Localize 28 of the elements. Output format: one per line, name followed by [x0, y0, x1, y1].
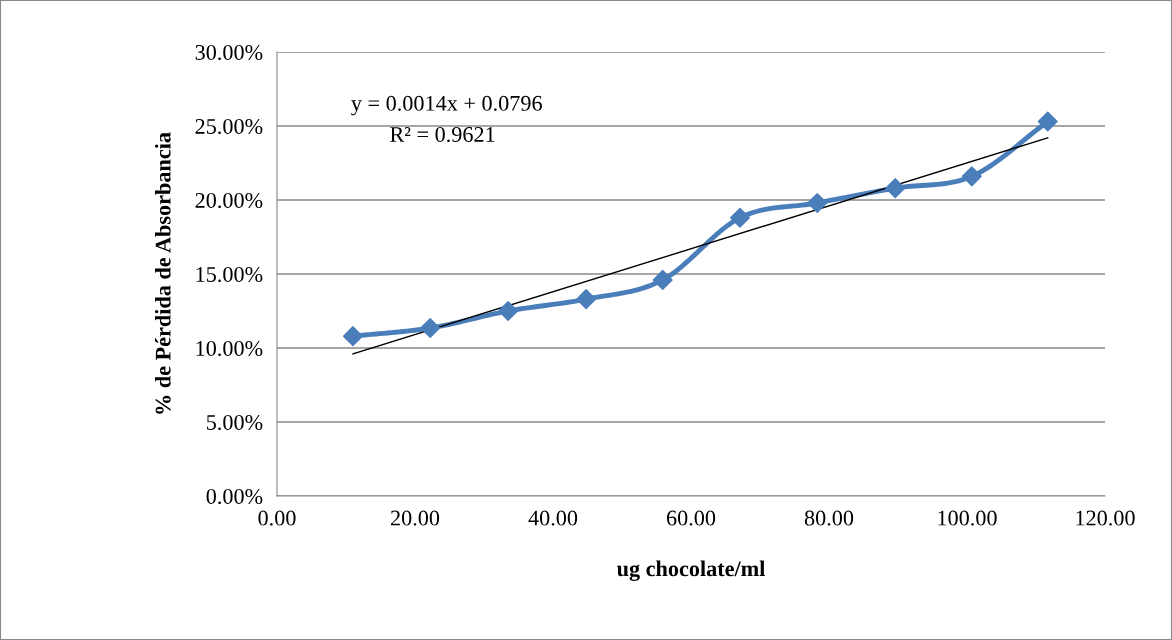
point: [652, 269, 673, 290]
point: [807, 192, 828, 213]
x-tick-label: 0.00: [258, 510, 296, 526]
y-axis-title: % de Pérdida de Absorbancia: [154, 132, 171, 414]
point: [729, 207, 751, 228]
x-tick-label: 20.00: [390, 510, 440, 526]
point: [885, 178, 906, 199]
y-tick-label: 15.00%: [196, 266, 263, 283]
annotation: y = 0.0014x + 0.0796: [351, 95, 542, 116]
y-tick-label: 10.00%: [196, 340, 263, 357]
y-tick-label: 30.00%: [195, 44, 263, 61]
annotation: R² = 0.9621: [390, 126, 495, 143]
x-tick-label: 120.00: [1076, 510, 1135, 526]
point: [961, 166, 982, 187]
point: [1037, 111, 1058, 132]
point: [576, 289, 597, 310]
y-tick-label: 0.00%: [206, 488, 263, 505]
point: [498, 300, 519, 322]
y-tick-label: 20.00%: [195, 192, 263, 209]
x-tick-label: 40.00: [528, 510, 578, 526]
x-tick-label: 60.00: [666, 510, 716, 526]
y-tick-label: 5.00%: [207, 414, 263, 431]
x-tick-label: 100.00: [938, 510, 997, 526]
point: [342, 326, 363, 347]
x-tick-label: 80.00: [804, 510, 854, 526]
x-axis-title: ug chocolate/ml: [616, 560, 765, 581]
point: [420, 318, 441, 339]
y-tick-label: 25.00%: [195, 118, 263, 135]
